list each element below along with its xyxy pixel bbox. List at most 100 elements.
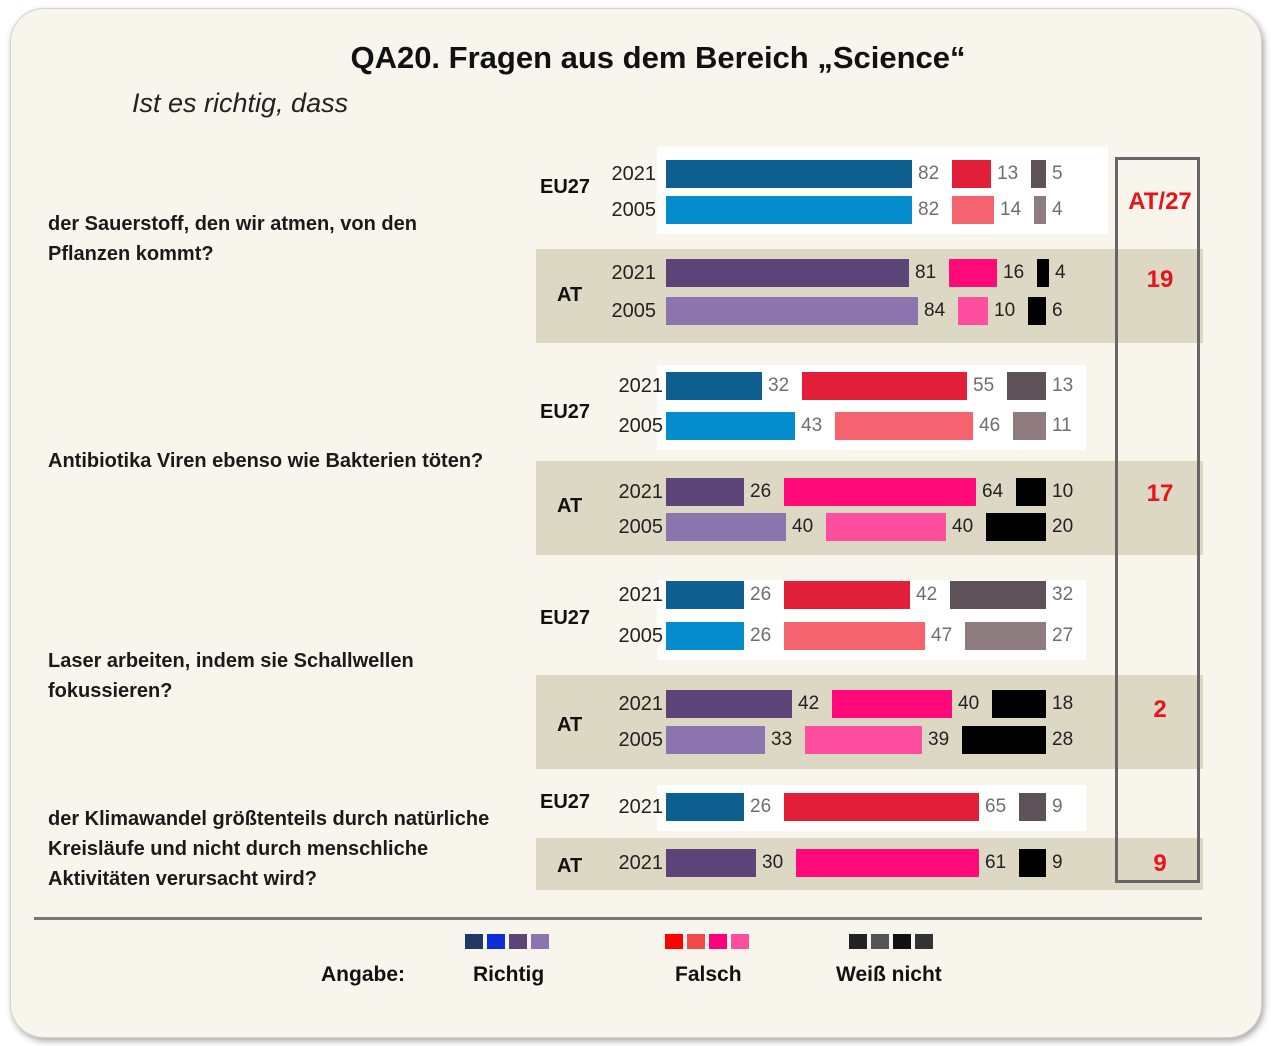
value-label: 26 <box>750 481 772 502</box>
value-label: 16 <box>1003 262 1025 283</box>
question-label: Laser arbeiten, indem sie Schallwellen <box>48 650 414 672</box>
value-label: 39 <box>928 729 950 750</box>
value-label: 33 <box>771 729 793 750</box>
value-label: 26 <box>750 625 772 646</box>
bar-at-2021-richtig <box>666 690 792 718</box>
question-label: Kreisläufe und nicht durch menschliche <box>48 838 429 860</box>
value-label: 40 <box>958 693 980 714</box>
chart-title: QA20. Fragen aus dem Bereich „Science“ <box>350 40 966 75</box>
value-label: 32 <box>1052 584 1074 605</box>
bar-at-2021-falsch <box>784 478 976 506</box>
legend-prefix: Angabe: <box>321 963 405 986</box>
year-label: 2005 <box>618 729 664 751</box>
legend-swatch <box>871 934 889 949</box>
question-label: fokussieren? <box>48 680 173 702</box>
bar-eu27-2005-richtig <box>666 196 912 224</box>
value-label: 84 <box>924 300 946 321</box>
bar-at-2021-richtig <box>666 849 756 877</box>
value-label: 47 <box>931 625 953 646</box>
bar-at-2005-falsch <box>958 297 988 325</box>
bar-eu27-2021-richtig <box>666 160 912 188</box>
bar-eu27-2021-falsch <box>802 372 967 400</box>
group-label-eu27: EU27 <box>540 176 591 198</box>
year-label: 2005 <box>618 625 664 647</box>
value-label: 9 <box>1052 852 1063 873</box>
value-label: 30 <box>762 852 784 873</box>
value-label: 42 <box>916 584 938 605</box>
bar-eu27-2021-weiss <box>1031 160 1046 188</box>
value-label: 4 <box>1055 262 1066 283</box>
value-label: 46 <box>979 415 1001 436</box>
value-label: 43 <box>801 415 823 436</box>
bar-at-2021-weiss <box>1019 849 1046 877</box>
value-label: 6 <box>1052 300 1063 321</box>
legend-swatch <box>687 934 705 949</box>
legend-swatch <box>731 934 749 949</box>
legend-richtig: Richtig <box>473 963 545 986</box>
legend-swatch <box>915 934 933 949</box>
bar-eu27-2021-richtig <box>666 581 744 609</box>
value-label: 10 <box>994 300 1016 321</box>
bar-eu27-2021-richtig <box>666 372 762 400</box>
question-label: der Klimawandel größtenteils durch natür… <box>48 808 490 830</box>
at27-column-frame <box>1115 157 1200 883</box>
bar-at-2021-richtig <box>666 259 909 287</box>
legend-swatch <box>849 934 867 949</box>
year-label: 2021 <box>618 375 664 397</box>
bar-eu27-2005-weiss <box>965 622 1046 650</box>
value-label: 5 <box>1052 163 1063 184</box>
value-label: 55 <box>973 375 995 396</box>
bar-at-2005-falsch <box>805 726 922 754</box>
bar-eu27-2005-falsch <box>835 412 973 440</box>
value-label: 82 <box>918 163 940 184</box>
at27-value: 17 <box>1146 480 1174 507</box>
value-label: 26 <box>750 584 772 605</box>
legend-swatch <box>893 934 911 949</box>
group-label-eu27: EU27 <box>540 607 591 629</box>
at27-value: 19 <box>1146 266 1174 293</box>
value-label: 28 <box>1052 729 1074 750</box>
bar-eu27-2021-falsch <box>784 793 979 821</box>
bar-at-2005-richtig <box>666 297 918 325</box>
legend-swatch <box>531 934 549 949</box>
value-label: 64 <box>982 481 1004 502</box>
year-label: 2005 <box>611 300 657 322</box>
bar-at-2021-richtig <box>666 478 744 506</box>
bar-eu27-2005-weiss <box>1013 412 1046 440</box>
value-label: 65 <box>985 796 1007 817</box>
value-label: 27 <box>1052 625 1074 646</box>
bar-at-2021-weiss <box>992 690 1046 718</box>
at27-value: 2 <box>1153 696 1167 723</box>
value-label: 20 <box>1052 516 1074 537</box>
bar-eu27-2005-falsch <box>952 196 994 224</box>
divider <box>34 917 1202 920</box>
group-label-at: AT <box>557 855 583 877</box>
value-label: 13 <box>1052 375 1074 396</box>
question-label: Aktivitäten verursacht wird? <box>48 868 317 890</box>
value-label: 40 <box>952 516 974 537</box>
year-label: 2005 <box>618 516 664 538</box>
year-label: 2005 <box>618 415 664 437</box>
bar-at-2005-richtig <box>666 726 765 754</box>
value-label: 81 <box>915 262 937 283</box>
year-label: 2021 <box>618 796 664 818</box>
group-label-at: AT <box>557 284 583 306</box>
legend-swatch <box>465 934 483 949</box>
legend-swatch <box>487 934 505 949</box>
bar-at-2005-weiss <box>986 513 1046 541</box>
value-label: 82 <box>918 199 940 220</box>
bar-eu27-2021-richtig <box>666 793 744 821</box>
year-label: 2021 <box>618 584 664 606</box>
bar-at-2021-falsch <box>949 259 997 287</box>
bar-eu27-2021-weiss <box>1019 793 1046 821</box>
bar-eu27-2005-falsch <box>784 622 925 650</box>
value-label: 4 <box>1052 199 1063 220</box>
year-label: 2005 <box>611 199 657 221</box>
value-label: 61 <box>985 852 1007 873</box>
group-label-at: AT <box>557 714 583 736</box>
question-label: der Sauerstoff, den wir atmen, von den <box>48 213 417 235</box>
legend-falsch: Falsch <box>675 963 742 986</box>
year-label: 2021 <box>618 693 664 715</box>
bar-eu27-2021-weiss <box>1007 372 1046 400</box>
bar-eu27-2005-richtig <box>666 412 795 440</box>
